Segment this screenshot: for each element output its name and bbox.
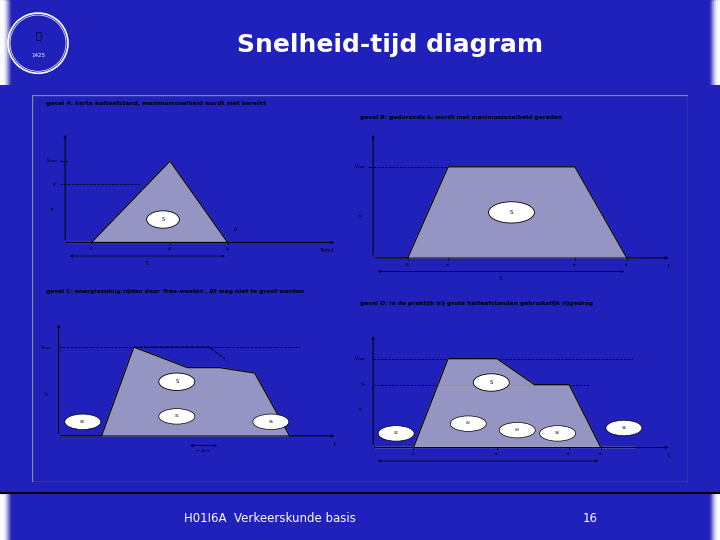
- Text: $V_{max}$: $V_{max}$: [40, 342, 52, 352]
- Text: geval C: energiezuinig rijden door 'free-weelen', Δt mag niet te groot worden: geval C: energiezuinig rijden door 'free…: [45, 289, 304, 294]
- Ellipse shape: [147, 211, 179, 228]
- Text: $T_s$: $T_s$: [498, 274, 504, 284]
- Text: t: t: [668, 264, 670, 269]
- Polygon shape: [67, 161, 228, 242]
- Text: Snelheid-tijd diagram: Snelheid-tijd diagram: [237, 33, 543, 57]
- Text: $S_2$: $S_2$: [465, 420, 472, 428]
- Text: $t_1$: $t_1$: [411, 450, 416, 458]
- Text: $t_b$: $t_b$: [624, 261, 629, 269]
- Text: $S_b$: $S_b$: [268, 418, 274, 426]
- Polygon shape: [375, 359, 636, 448]
- Text: S: S: [510, 210, 513, 215]
- Text: $t_a$: $t_a$: [495, 450, 500, 458]
- Text: $V'$: $V'$: [53, 180, 58, 188]
- Text: $V_{max}$: $V_{max}$: [354, 163, 366, 171]
- Text: $S_1$: $S_1$: [174, 413, 180, 420]
- Text: $S_b$: $S_b$: [621, 424, 627, 432]
- Text: $t_v$: $t_v$: [567, 450, 572, 458]
- Ellipse shape: [489, 202, 534, 223]
- Text: $t_1$: $t_1$: [89, 246, 94, 253]
- Text: t: t: [334, 442, 336, 447]
- Polygon shape: [60, 347, 289, 436]
- Text: geval A: korte halteafstand, maximumsnelheid wordt niet bereikt: geval A: korte halteafstand, maximumsnel…: [45, 102, 266, 106]
- Ellipse shape: [378, 426, 414, 441]
- Text: $t_v$: $t_v$: [572, 261, 577, 269]
- Text: 16: 16: [582, 512, 598, 525]
- Text: S: S: [175, 379, 179, 384]
- Text: $S_1$: $S_1$: [393, 430, 400, 437]
- Text: t: t: [668, 453, 670, 458]
- Text: geval B: gedurende tₙ wordt met maximumsnelheid gereden: geval B: gedurende tₙ wordt met maximums…: [360, 115, 562, 120]
- Text: $V_r$: $V_r$: [360, 380, 366, 389]
- Text: $t_b$: $t_b$: [225, 246, 230, 253]
- Ellipse shape: [450, 416, 486, 431]
- Text: $>$: $>$: [48, 205, 55, 213]
- Text: $>$: $>$: [356, 406, 364, 413]
- Text: $\delta$: $\delta$: [233, 225, 238, 233]
- Text: $\leftarrow\Delta t\rightarrow$: $\leftarrow\Delta t\rightarrow$: [195, 448, 212, 455]
- Text: S: S: [161, 217, 165, 222]
- Polygon shape: [375, 167, 642, 258]
- Ellipse shape: [253, 414, 289, 429]
- Ellipse shape: [606, 420, 642, 436]
- Ellipse shape: [65, 414, 101, 429]
- Text: H01I6A  Verkeerskunde basis: H01I6A Verkeerskunde basis: [184, 512, 356, 525]
- Ellipse shape: [473, 374, 509, 391]
- Text: $V_{max}$: $V_{max}$: [46, 157, 58, 165]
- Text: $S_3$: $S_3$: [514, 427, 521, 434]
- Text: Time-t: Time-t: [319, 248, 334, 253]
- Text: $t_1$: $t_1$: [405, 261, 410, 269]
- Text: 1425: 1425: [31, 53, 45, 58]
- Ellipse shape: [159, 373, 195, 390]
- Text: $>$: $>$: [356, 212, 364, 220]
- Ellipse shape: [499, 422, 535, 438]
- Text: $S_0$: $S_0$: [79, 418, 86, 426]
- Text: $T_1$: $T_1$: [144, 259, 150, 268]
- Text: $t_a$: $t_a$: [446, 261, 451, 269]
- Text: $t_\delta$: $t_\delta$: [167, 246, 173, 253]
- Text: $V_{max}$: $V_{max}$: [354, 354, 366, 363]
- Text: $S_4$: $S_4$: [554, 430, 561, 437]
- Text: $>$: $>$: [42, 391, 49, 399]
- Text: $t_b$: $t_b$: [598, 450, 603, 458]
- Text: S: S: [490, 380, 493, 385]
- Ellipse shape: [539, 426, 575, 441]
- Text: 🏛: 🏛: [35, 30, 41, 40]
- Ellipse shape: [159, 409, 195, 424]
- Text: geval D: in de praktijk bij grote halteafstanden gebruikelijk rijgedrag: geval D: in de praktijk bij grote haltea…: [360, 300, 593, 306]
